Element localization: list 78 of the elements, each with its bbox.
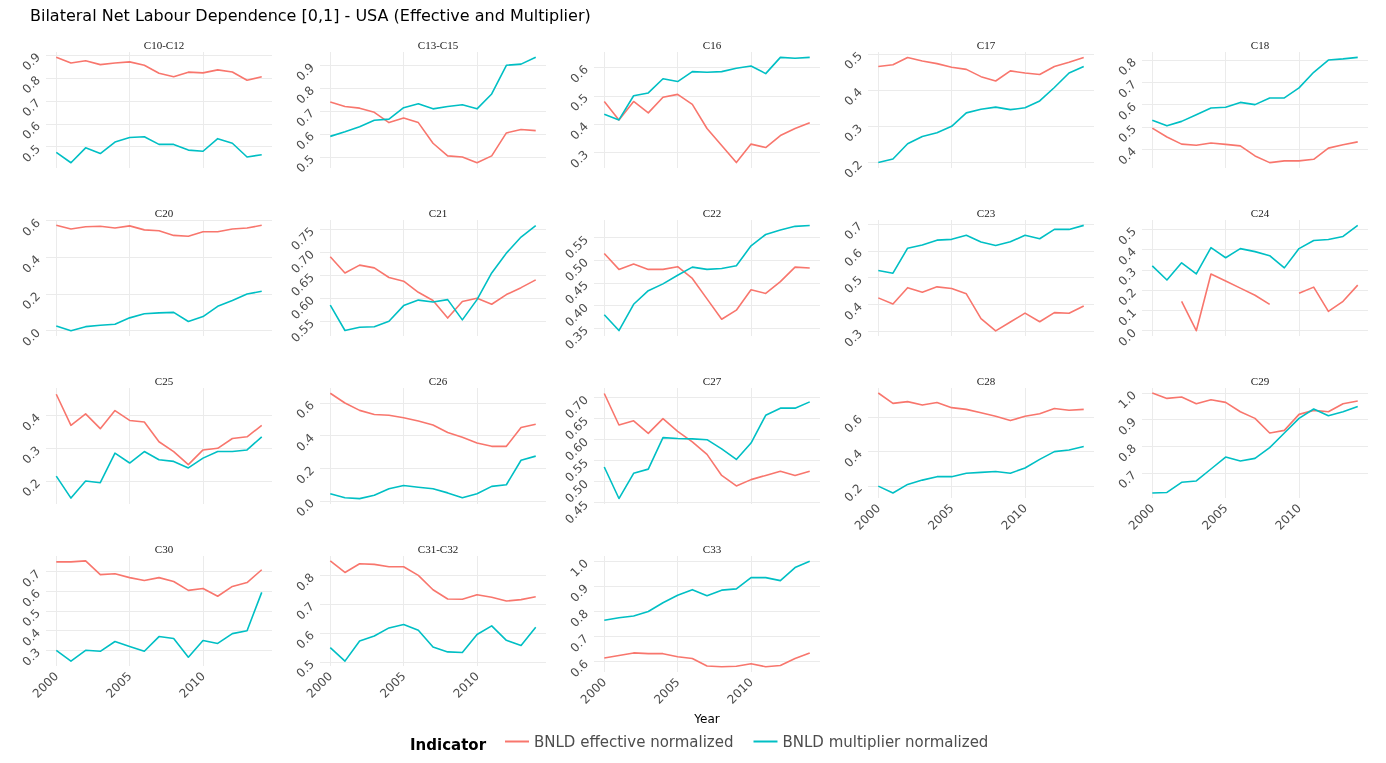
y-tick-label: 0.7 bbox=[293, 106, 317, 130]
y-tick-label: 0.9 bbox=[1115, 414, 1139, 439]
y-tick-label: 0.4 bbox=[841, 85, 865, 109]
y-tick-label: 0.9 bbox=[293, 60, 317, 84]
y-tick-label: 0.6 bbox=[293, 398, 317, 422]
y-tick-label: 0.5 bbox=[19, 141, 43, 166]
y-tick-label: 0.5 bbox=[1115, 122, 1139, 146]
y-tick-label: 0.7 bbox=[567, 631, 591, 656]
chart-title: C23 bbox=[976, 206, 996, 219]
y-tick-label: 0.8 bbox=[293, 570, 317, 594]
y-tick-label: 0.5 bbox=[567, 90, 591, 115]
y-tick-label: 0.4 bbox=[841, 446, 865, 471]
y-tick-label: 0.5 bbox=[841, 48, 865, 73]
y-tick-label: 0.7 bbox=[293, 599, 317, 623]
y-tick-label: 0.7 bbox=[1115, 468, 1139, 492]
y-tick-label: 0.8 bbox=[1115, 55, 1139, 79]
y-tick-label: 0.6 bbox=[567, 62, 591, 86]
y-tick-label: 0.8 bbox=[19, 72, 43, 97]
x-axis-title: Year bbox=[693, 711, 720, 726]
y-tick-label: 0.4 bbox=[1115, 144, 1139, 168]
y-tick-label: 0.3 bbox=[567, 147, 591, 172]
y-tick-label: 0.7 bbox=[19, 95, 43, 120]
chart-title: C31-C32 bbox=[417, 542, 459, 555]
y-tick-label: 0.4 bbox=[293, 430, 317, 455]
y-tick-label: 0.3 bbox=[19, 443, 43, 467]
y-tick-label: 0.9 bbox=[567, 581, 591, 605]
chart-title: C22 bbox=[702, 206, 722, 219]
chart-title: C28 bbox=[976, 374, 996, 387]
y-tick-label: 0.0 bbox=[19, 325, 43, 350]
y-tick-label: 0.0 bbox=[293, 496, 317, 520]
chart-title: C24 bbox=[1250, 206, 1270, 219]
y-tick-label: 0.4 bbox=[567, 119, 591, 143]
y-tick-label: 0.6 bbox=[567, 656, 591, 681]
chart-title: C13-C15 bbox=[417, 38, 459, 51]
y-tick-label: 0.3 bbox=[841, 121, 865, 145]
y-tick-label: 0.2 bbox=[841, 481, 865, 505]
y-tick-label: 0.3 bbox=[841, 326, 865, 350]
y-tick-label: 0.5 bbox=[841, 272, 865, 297]
y-tick-label: 0.8 bbox=[293, 83, 317, 107]
y-tick-label: 0.2 bbox=[293, 463, 317, 487]
y-tick-label: 0.6 bbox=[293, 129, 317, 153]
chart-title: C33 bbox=[702, 542, 722, 555]
legend-label: BNLD effective normalized bbox=[534, 732, 734, 751]
y-tick-label: 0.6 bbox=[841, 412, 865, 436]
y-tick-label: 0.2 bbox=[841, 157, 865, 181]
chart-title: C26 bbox=[428, 374, 448, 387]
legend-title: Indicator bbox=[410, 735, 487, 754]
y-tick-label: 0.7 bbox=[1115, 77, 1139, 101]
legend-label: BNLD multiplier normalized bbox=[782, 732, 989, 751]
y-tick-label: 0.6 bbox=[19, 215, 43, 240]
chart-title: C27 bbox=[702, 374, 722, 387]
text: Bilateral Net Labour Dependence [0,1] - USA (Effective and Multiplier) bbox=[30, 6, 591, 25]
y-tick-label: 0.4 bbox=[19, 252, 43, 276]
y-tick-label: 0.3 bbox=[19, 645, 43, 669]
y-tick-label: 0.8 bbox=[1115, 441, 1139, 465]
y-tick-label: 1.0 bbox=[1115, 388, 1139, 412]
y-tick-label: 0.9 bbox=[19, 50, 43, 74]
chart-title: C18 bbox=[1250, 38, 1270, 51]
chart-title: C20 bbox=[154, 206, 174, 219]
chart-title: C21 bbox=[428, 206, 448, 219]
y-tick-label: 0.6 bbox=[19, 118, 43, 143]
chart-title: C17 bbox=[976, 38, 996, 51]
y-tick-label: 0.4 bbox=[841, 299, 865, 324]
y-tick-label: 0.6 bbox=[293, 628, 317, 652]
y-tick-label: 0.8 bbox=[567, 606, 591, 630]
y-tick-label: 1.0 bbox=[567, 556, 591, 580]
y-tick-label: 0.2 bbox=[19, 289, 43, 313]
y-tick-label: 0.7 bbox=[841, 219, 865, 243]
chart-title: C29 bbox=[1250, 374, 1270, 387]
chart-title: C30 bbox=[154, 542, 174, 555]
chart-title: C25 bbox=[154, 374, 174, 387]
y-tick-label: 0.4 bbox=[19, 410, 43, 434]
y-tick-label: 0.6 bbox=[1115, 99, 1139, 124]
chart-title: C16 bbox=[702, 38, 722, 51]
y-tick-label: 0.6 bbox=[841, 245, 865, 270]
y-tick-label: 0.5 bbox=[293, 152, 317, 176]
chart-title: C10-C12 bbox=[143, 38, 185, 51]
y-tick-label: 0.2 bbox=[19, 476, 43, 500]
